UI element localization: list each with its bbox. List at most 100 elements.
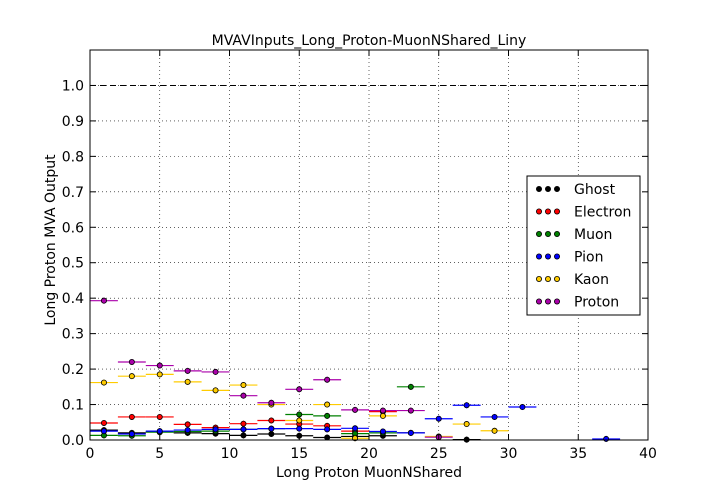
legend-marker [536, 253, 543, 260]
legend-marker [536, 208, 543, 215]
legend-marker [554, 298, 561, 305]
series-proton [90, 297, 453, 441]
data-point [296, 411, 303, 418]
x-tick-label: 10 [221, 446, 239, 462]
data-point [379, 428, 386, 435]
y-tick-label: 0.0 [62, 433, 84, 449]
y-tick-label: 0.1 [62, 398, 84, 414]
ticks [89, 50, 649, 441]
y-tick-label: 0.8 [62, 149, 84, 165]
legend-marker [536, 275, 543, 282]
legend-marker [554, 185, 561, 192]
data-point [184, 421, 191, 428]
data-point [240, 420, 247, 427]
x-tick-label: 20 [360, 446, 378, 462]
legend-marker [536, 185, 543, 192]
data-point [352, 406, 359, 413]
x-tick-labels: 0 5 10 15 20 25 30 35 40 [86, 446, 657, 462]
legend-marker [545, 298, 552, 305]
data-point [100, 428, 107, 435]
data-point [156, 371, 163, 378]
legend-marker [545, 185, 552, 192]
data-point [268, 430, 275, 437]
legend-item-proton: Proton [536, 295, 619, 311]
data-point [324, 434, 331, 441]
series-pion [90, 402, 621, 442]
x-tick-label: 30 [500, 446, 518, 462]
data-point [128, 358, 135, 365]
data-point [212, 387, 219, 394]
legend-marker [545, 230, 552, 237]
data-point [296, 425, 303, 432]
data-point [463, 421, 470, 428]
data-point [156, 413, 163, 420]
data-point [184, 427, 191, 434]
legend-label: Muon [574, 227, 612, 243]
x-tick-label: 15 [290, 446, 308, 462]
legend-item-ghost: Ghost [536, 182, 616, 198]
legend-marker [554, 208, 561, 215]
data-point [240, 382, 247, 389]
data-point [212, 426, 219, 433]
data-point [156, 362, 163, 369]
y-tick-label: 0.4 [62, 291, 84, 307]
data-point [407, 383, 414, 390]
data-point [268, 425, 275, 432]
y-axis-label: Long Proton MVA Output [43, 154, 59, 326]
x-tick-label: 5 [155, 446, 164, 462]
x-tick-label: 25 [430, 446, 448, 462]
data-point [128, 373, 135, 380]
y-tick-label: 0.2 [62, 362, 84, 378]
data-point [407, 407, 414, 414]
data-point [324, 426, 331, 433]
data-point [324, 376, 331, 383]
data-point [379, 412, 386, 419]
data-point [156, 428, 163, 435]
y-tick-label: 0.3 [62, 327, 84, 343]
legend-item-pion: Pion [536, 250, 603, 266]
data-point [128, 413, 135, 420]
data-point [100, 419, 107, 426]
data-point [296, 386, 303, 393]
data-point [268, 399, 275, 406]
data-point [463, 402, 470, 409]
data-point [100, 379, 107, 386]
data-point [268, 417, 275, 424]
chart-title: MVAVInputs_Long_Proton-MuonNShared_Liny [212, 33, 527, 49]
data-point [324, 412, 331, 419]
data-point [184, 378, 191, 385]
data-point [379, 407, 386, 414]
data-point [100, 297, 107, 304]
y-tick-label: 0.6 [62, 220, 84, 236]
data-point [352, 425, 359, 432]
legend-label: Ghost [574, 182, 616, 198]
data-point [519, 404, 526, 411]
y-tick-label: 0.9 [62, 114, 84, 130]
data-point [128, 430, 135, 437]
x-axis-label: Long Proton MuonNShared [276, 465, 462, 481]
data-point [240, 392, 247, 399]
series-layer [90, 297, 621, 443]
legend-item-electron: Electron [536, 205, 631, 221]
y-tick-label: 1.0 [62, 78, 84, 94]
data-point [435, 415, 442, 422]
data-point [184, 367, 191, 374]
data-point [603, 435, 610, 442]
legend-marker [536, 298, 543, 305]
x-tick-label: 40 [639, 446, 657, 462]
x-tick-label: 0 [86, 446, 95, 462]
legend-label: Kaon [574, 272, 609, 288]
data-point [296, 417, 303, 424]
y-tick-label: 0.7 [62, 185, 84, 201]
legend-marker [545, 253, 552, 260]
legend-marker [554, 275, 561, 282]
y-tick-label: 0.5 [62, 256, 84, 272]
data-point [491, 427, 498, 434]
legend-item-muon: Muon [536, 227, 612, 243]
data-point [240, 426, 247, 433]
data-point [212, 368, 219, 375]
legend-label: Proton [574, 295, 619, 311]
x-tick-label: 35 [569, 446, 587, 462]
data-point [324, 401, 331, 408]
